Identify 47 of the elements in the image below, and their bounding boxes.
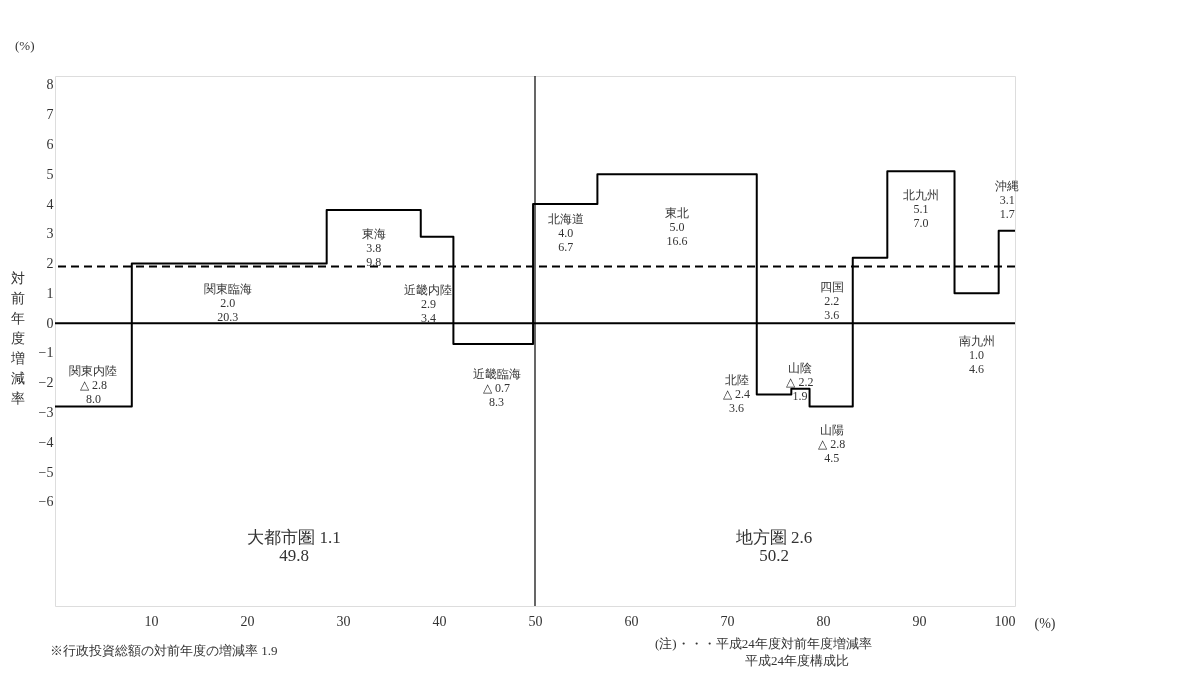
text: (注)・・・平成24年度対前年度増減率 <box>655 636 872 651</box>
y-tick-label: 4 <box>46 196 54 212</box>
annotation: 近畿内陸 2.9 3.4 <box>404 283 453 326</box>
text: 平成24年度構成比 <box>745 653 849 668</box>
x-tick-label: 80 <box>816 613 831 629</box>
y-tick-label: 2 <box>46 256 54 272</box>
annotation: 北九州 5.1 7.0 <box>902 188 939 231</box>
annotation: 山陰 △ 2.2 1.9 <box>786 360 814 403</box>
annotation: 関東内陸 △ 2.8 8.0 <box>69 363 118 406</box>
y-tick-label: −3 <box>38 404 54 420</box>
text: ※行政投資総額の対前年度の増減率 1.9 <box>50 643 278 658</box>
annotation: 南九州 1.0 4.6 <box>958 334 995 376</box>
annotation: 地方圏 2.6 50.2 <box>734 527 813 565</box>
x-tick-label: 90 <box>912 613 927 629</box>
y-tick-label: −5 <box>38 464 54 480</box>
y-tick-label: 6 <box>46 136 54 152</box>
text: (%) <box>15 38 35 53</box>
y-tick-label: 8 <box>46 77 54 93</box>
annotation: 東海 3.8 9.8 <box>361 226 386 269</box>
x-tick-label: 20 <box>240 613 255 629</box>
y-tick-label: −2 <box>38 375 54 391</box>
annotation: 東北 5.0 16.6 <box>665 205 690 248</box>
x-axis-title: (%) <box>1034 615 1056 632</box>
x-tick-label: 60 <box>624 613 639 629</box>
annotation: 大都市圏 1.1 49.8 <box>247 527 341 565</box>
annotation: 関東臨海 2.0 20.3 <box>203 281 252 324</box>
x-tick-label: 10 <box>144 613 159 629</box>
y-tick-label: −1 <box>38 345 54 361</box>
annotation: 沖縄 3.1 1.7 <box>995 179 1020 222</box>
annotation: 山陽 △ 2.8 4.5 <box>818 423 846 466</box>
y-axis-title: 対前年度増減率 <box>9 270 25 406</box>
x-tick-label: 40 <box>432 613 447 629</box>
annotation: 北海道 4.0 6.7 <box>547 211 584 254</box>
x-tick-label: 100 <box>994 613 1016 629</box>
annotation: 四国 2.2 3.6 <box>819 280 844 323</box>
annotation: 近畿臨海 △ 0.7 8.3 <box>472 366 521 409</box>
y-tick-label: 5 <box>46 166 54 182</box>
x-tick-label: 70 <box>720 613 735 629</box>
x-tick-label: 30 <box>336 613 351 629</box>
x-tick-label: 50 <box>528 613 543 629</box>
y-tick-label: −4 <box>38 434 54 450</box>
y-tick-label: −6 <box>38 494 54 510</box>
y-tick-label: 1 <box>46 285 54 301</box>
y-tick-label: 0 <box>46 315 54 331</box>
annotation: 北陸 △ 2.4 3.6 <box>723 372 751 415</box>
y-tick-label: 7 <box>46 107 54 123</box>
y-tick-label: 3 <box>46 226 54 242</box>
